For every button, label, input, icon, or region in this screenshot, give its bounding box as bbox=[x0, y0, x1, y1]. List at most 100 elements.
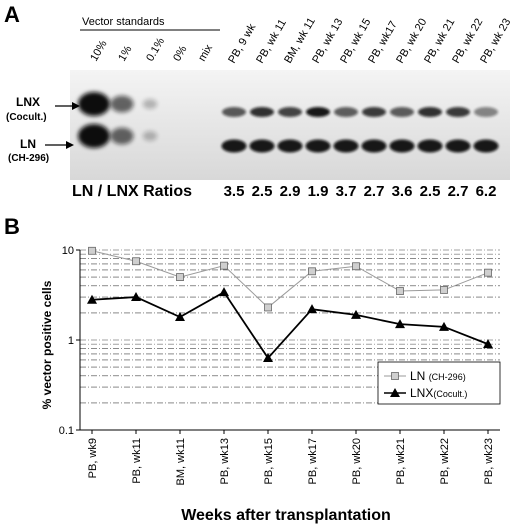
gel-band-sample-lnx bbox=[334, 107, 358, 117]
x-tick-label: PB, wk23 bbox=[483, 438, 495, 484]
data-point-ln bbox=[132, 257, 140, 266]
panel-a-letter: A bbox=[4, 2, 20, 27]
gel-band-sample-ln bbox=[417, 139, 443, 153]
lane-label-standard: 0% bbox=[171, 44, 189, 64]
y-tick-labels: 0.1 1 10 bbox=[59, 245, 80, 437]
gel-band-standard-ln bbox=[78, 124, 110, 148]
data-point-lnx bbox=[263, 353, 273, 363]
data-point-lnx bbox=[307, 304, 317, 314]
gel-band-sample-ln bbox=[221, 139, 247, 153]
ratio-value: 3.6 bbox=[392, 183, 413, 200]
data-point-ln bbox=[484, 268, 492, 277]
band-lnx-sublabel: (Cocult.) bbox=[6, 112, 47, 123]
gel-band-sample-lnx bbox=[390, 107, 414, 117]
ratio-value: 2.9 bbox=[280, 183, 301, 200]
data-point-lnx bbox=[219, 287, 229, 297]
series-line-ln bbox=[91, 250, 489, 309]
x-tick-label: PB, wk17 bbox=[307, 438, 319, 484]
ratio-value: 2.7 bbox=[364, 183, 385, 200]
gel-band-sample-ln bbox=[445, 139, 471, 153]
gel-band-standard-ln bbox=[142, 131, 158, 141]
x-tick-label: PB, wk20 bbox=[351, 438, 363, 484]
gel-band-standard-ln bbox=[110, 127, 134, 145]
gel-band-sample-lnx bbox=[222, 107, 246, 117]
legend-label-lnx: LNX(Cocult.) bbox=[410, 386, 467, 400]
band-ln-arrow bbox=[45, 141, 74, 149]
gel-band-sample-lnx bbox=[446, 107, 470, 117]
gel-band-standard-lnx bbox=[78, 92, 110, 116]
data-point-ln bbox=[440, 286, 448, 294]
gel-band-sample-lnx bbox=[474, 107, 498, 117]
x-tick-label: PB, wk21 bbox=[395, 438, 407, 484]
gel-band-sample-ln bbox=[473, 139, 499, 153]
x-tick-label: PB, wk11 bbox=[131, 438, 143, 484]
gel-band-sample-lnx bbox=[278, 107, 302, 117]
x-tick-label: PB, wk9 bbox=[87, 438, 99, 478]
series-lines bbox=[91, 250, 489, 360]
gel-band-sample-ln bbox=[361, 139, 387, 153]
data-point-ln bbox=[220, 261, 228, 270]
ratio-value: 2.5 bbox=[252, 183, 273, 200]
ratio-title: LN / LNX Ratios bbox=[72, 183, 192, 200]
gel-band-sample-lnx bbox=[306, 107, 330, 117]
data-point-ln bbox=[352, 262, 360, 271]
series-markers bbox=[87, 246, 493, 363]
legend-label-ln: LN (CH-296) bbox=[410, 369, 466, 383]
lane-label-standard: mix bbox=[196, 42, 215, 63]
data-point-lnx bbox=[351, 309, 361, 319]
band-ln-sublabel: (CH-296) bbox=[8, 153, 49, 164]
band-ln-label: LN bbox=[20, 137, 36, 151]
ratio-value: 6.2 bbox=[476, 183, 497, 200]
gel-band-sample-ln bbox=[389, 139, 415, 153]
legend: LN (CH-296) LNX(Cocult.) bbox=[377, 361, 501, 405]
vector-standards-label: Vector standards bbox=[82, 16, 165, 28]
ratio-value: 1.9 bbox=[308, 183, 329, 200]
gel-band-standard-lnx bbox=[142, 99, 158, 109]
gel-band-sample-lnx bbox=[418, 107, 442, 117]
panel-b-letter: B bbox=[4, 214, 20, 239]
gel-background bbox=[70, 70, 510, 180]
x-tick-label: PB, wk22 bbox=[439, 438, 451, 484]
data-point-ln bbox=[176, 273, 184, 281]
data-point-lnx bbox=[395, 319, 405, 329]
gel-bands bbox=[78, 92, 499, 153]
gel-band-sample-lnx bbox=[362, 107, 386, 117]
x-tick-label: PB, wk13 bbox=[219, 438, 231, 484]
gel-band-sample-ln bbox=[277, 139, 303, 153]
gel-band-sample-lnx bbox=[250, 107, 274, 117]
band-lnx-arrow bbox=[55, 102, 80, 110]
y-tick-label: 10 bbox=[62, 245, 74, 257]
data-point-lnx bbox=[131, 292, 141, 302]
ratio-value: 2.7 bbox=[448, 183, 469, 200]
gel-band-sample-ln bbox=[333, 139, 359, 153]
data-point-lnx bbox=[175, 312, 185, 322]
gel-band-sample-ln bbox=[305, 139, 331, 153]
data-point-ln bbox=[396, 287, 404, 295]
ratio-value: 3.7 bbox=[336, 183, 357, 200]
data-point-lnx bbox=[87, 294, 97, 304]
lane-label-standard: 10% bbox=[88, 38, 110, 63]
data-point-ln bbox=[88, 246, 96, 255]
x-axis-label: Weeks after transplantation bbox=[181, 507, 391, 524]
data-point-lnx bbox=[439, 321, 449, 331]
lane-label-standard: 0.1% bbox=[144, 36, 167, 64]
band-lnx-label: LNX bbox=[16, 95, 40, 109]
legend-marker-ln bbox=[391, 372, 399, 380]
data-point-ln bbox=[264, 303, 272, 312]
y-tick-label: 1 bbox=[68, 335, 74, 347]
x-tick-labels: PB, wk9 PB, wk11 BM, wk11 PB, wk13 PB, wk15 P… bbox=[87, 430, 495, 485]
legend-marker-lnx bbox=[390, 388, 400, 397]
gel-band-sample-ln bbox=[249, 139, 275, 153]
data-point-ln bbox=[308, 267, 316, 276]
ratio-values: 3.5 2.5 2.9 1.9 3.7 2.7 3.6 2.5 2.7 6.2 bbox=[224, 183, 497, 200]
gel-band-standard-lnx bbox=[110, 95, 134, 113]
ratio-value: 3.5 bbox=[224, 183, 245, 200]
ratio-value: 2.5 bbox=[420, 183, 441, 200]
x-tick-label: BM, wk11 bbox=[175, 438, 187, 485]
data-point-lnx bbox=[483, 339, 493, 349]
series-line-lnx bbox=[91, 290, 489, 360]
y-tick-label: 0.1 bbox=[59, 425, 74, 437]
x-tick-label: PB, wk15 bbox=[263, 438, 275, 484]
y-axis-label: % vector positive cells bbox=[40, 280, 54, 409]
